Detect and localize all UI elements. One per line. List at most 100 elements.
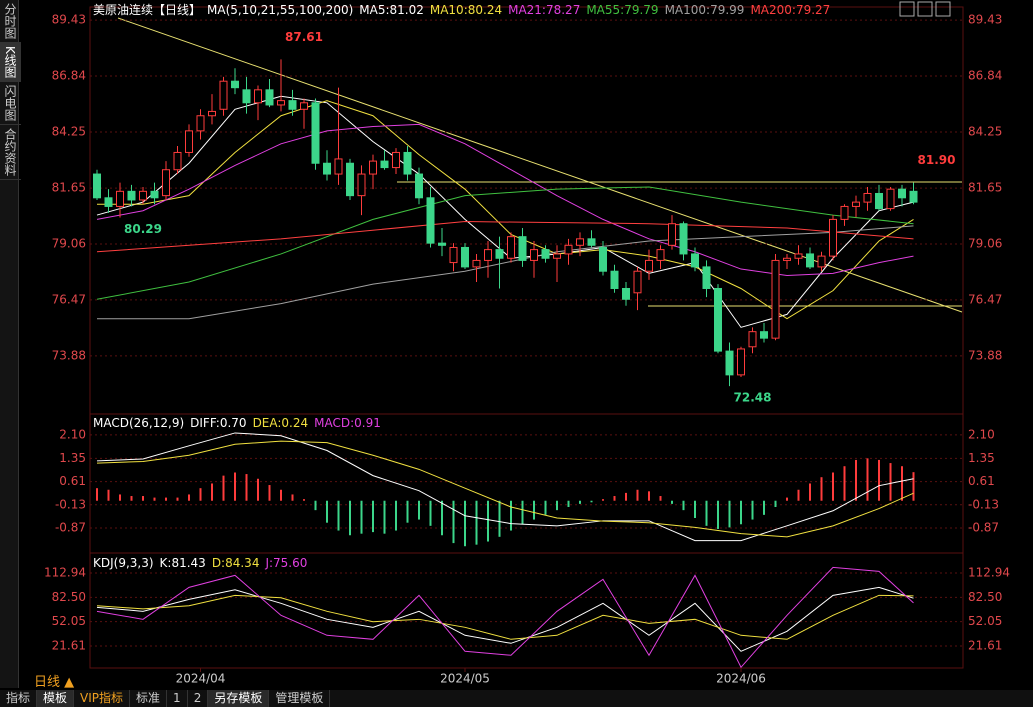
bottom-tab[interactable]: 1 (167, 690, 188, 707)
indicator-line (96, 566, 914, 669)
candle-body (254, 89, 262, 104)
candle-body (507, 236, 515, 259)
candle-body (311, 102, 320, 164)
candle-body (553, 253, 561, 259)
side-tabs: 分时图 K线图 闪电图 合约资料 (0, 0, 21, 688)
bottom-tab[interactable]: 标准 (130, 690, 168, 707)
legend-entry: MACD:0.91 (314, 416, 381, 430)
legend-entry: MA100:79.99 (665, 3, 745, 17)
indicator-line (96, 123, 914, 277)
candle-body (392, 151, 400, 169)
candle-body (265, 89, 274, 106)
indicator-line (96, 432, 914, 542)
candle-body (852, 201, 860, 207)
candle-body (840, 205, 849, 220)
candle-body (288, 100, 297, 110)
tool-icon[interactable] (917, 1, 933, 17)
candle-body (139, 190, 147, 201)
side-tab[interactable]: 闪电图 (0, 82, 21, 125)
candle-body (323, 162, 331, 175)
panel-title: 美原油连续【日线】 (93, 2, 201, 17)
frame (89, 6, 964, 669)
candle-body (610, 270, 619, 289)
panel-header: MACD(26,12,9) DIFF:0.70 DEA:0.24 MACD:0.91 (93, 416, 381, 430)
candle-body (415, 173, 423, 199)
indicator-line (96, 221, 914, 253)
candle-body (530, 249, 538, 261)
y-tick-label: -0.87 (968, 521, 999, 535)
chart: 89.43 89.43 86.84 86.84 84.25 84.25 81.65 81.65… (44, 1, 1010, 686)
price-annotation: 72.48 (734, 391, 772, 405)
y-tick-label: 86.84 (52, 69, 86, 83)
indicator-line (96, 440, 914, 538)
candle-body (150, 190, 159, 199)
side-tab[interactable]: K线图 (0, 43, 21, 82)
bottom-tab[interactable]: 模板 (37, 690, 75, 707)
y-tick-label: 82.50 (52, 590, 86, 604)
candle-body (679, 223, 688, 255)
y-tick-label: -0.13 (968, 497, 999, 511)
bottom-tab[interactable]: 指标 (0, 690, 38, 707)
legend-entry: MA55:79.79 (586, 3, 658, 17)
y-tick-label: 21.61 (52, 639, 86, 653)
candle-body (691, 253, 699, 268)
legend-entry: DIFF:0.70 (190, 416, 246, 430)
candle-body (668, 223, 676, 246)
candle-body (438, 242, 446, 246)
candle-body (484, 249, 492, 261)
candle-body (886, 188, 895, 210)
candle-body (380, 160, 389, 169)
candle-body (173, 151, 182, 171)
bottom-tab[interactable]: 管理模板 (269, 690, 331, 707)
candle-body (875, 192, 883, 210)
y-tick-label: 89.43 (968, 13, 1002, 27)
candle-body (426, 197, 435, 244)
candle-body (656, 249, 665, 261)
candle-body (829, 218, 837, 257)
candle-body (219, 80, 228, 110)
bottom-tab[interactable]: VIP指标 (74, 690, 131, 707)
y-tick-label: 76.47 (968, 292, 1002, 306)
side-tab[interactable]: 合约资料 (0, 125, 21, 180)
tool-icon[interactable] (899, 1, 915, 17)
y-tick-label: 84.25 (968, 124, 1002, 138)
y-tick-label: 1.35 (968, 451, 995, 465)
candle-body (242, 89, 251, 104)
indicator-line (96, 186, 914, 300)
y-tick-label: 89.43 (52, 13, 86, 27)
x-tick-label: 2024/05 (440, 672, 490, 686)
candle-body (863, 192, 872, 203)
candle-body (576, 238, 584, 246)
candle-body (748, 331, 757, 348)
bottom-tab[interactable]: 2 (188, 690, 209, 707)
candle-body (771, 259, 780, 339)
candle-body (645, 259, 653, 272)
side-tab[interactable]: 分时图 (0, 0, 21, 43)
legend-entry: MA10:80.24 (430, 3, 502, 17)
candle-body (196, 115, 205, 132)
candle-body (599, 246, 607, 272)
panel-header: 美原油连续【日线】 MA(5,10,21,55,100,200) MA5:81.02… (93, 2, 830, 17)
candle-body (806, 253, 814, 268)
legend-entry: MA200:79.27 (750, 3, 830, 17)
panel-title: MACD(26,12,9) (93, 416, 184, 430)
x-tick-label: 2024/06 (716, 672, 766, 686)
candle-body (162, 169, 170, 197)
candle-body (633, 270, 642, 294)
tool-icon[interactable] (935, 1, 951, 17)
y-tick-label: 86.84 (968, 69, 1002, 83)
candle-body (725, 350, 734, 376)
y-tick-label: 81.65 (968, 181, 1002, 195)
candle-body (794, 253, 803, 259)
candle-body (461, 246, 469, 268)
y-tick-label: 0.61 (59, 474, 86, 488)
bottom-tab[interactable]: 另存模板 (208, 690, 270, 707)
period[interactable]: 日线 ▲ (34, 675, 75, 690)
candle-body (357, 173, 366, 197)
y-tick-label: 2.10 (968, 427, 995, 441)
candle-body (783, 257, 791, 261)
candle-body (518, 236, 527, 261)
price-annotation: 81.90 (918, 153, 956, 167)
candle-body (817, 255, 826, 268)
legend-entry: J:75.60 (264, 556, 307, 570)
